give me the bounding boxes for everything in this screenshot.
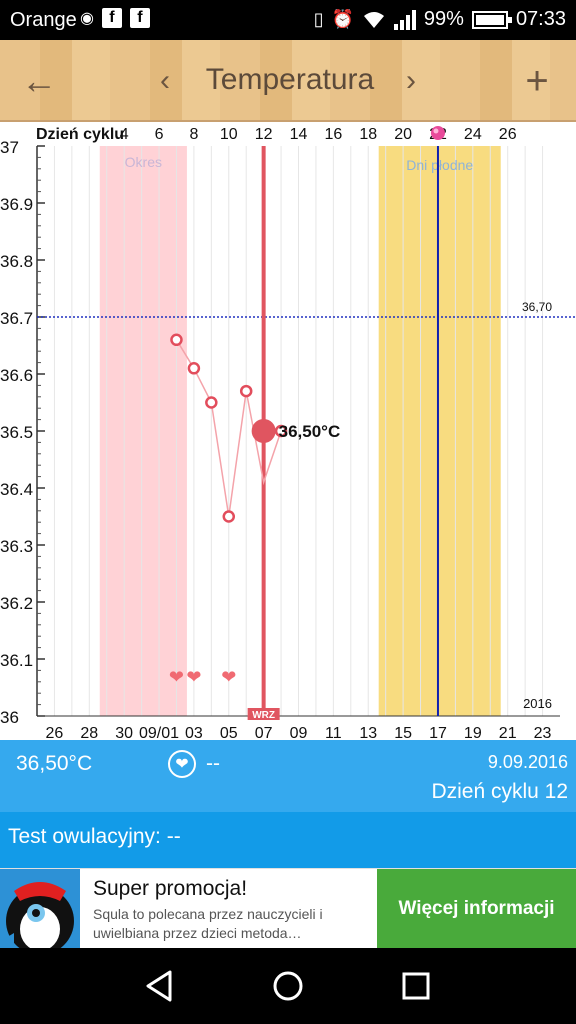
cycle-day: Dzień cyklu 12 [431,780,568,803]
period-label: Okres [125,154,162,170]
clock: 07:33 [515,8,566,30]
nav-back-icon[interactable] [140,966,180,1006]
selected-date: 9.09.2016 [487,752,568,772]
y-tick-label: 36.2 [0,594,33,613]
nav-home-icon[interactable] [268,966,308,1006]
y-tick-label: 36.8 [0,252,33,271]
temperature-point [222,510,236,523]
ad-logo-icon [0,869,80,949]
temperature-point [239,384,253,398]
date-tick-label: 28 [80,725,98,740]
chart-svg[interactable]: Okres Dni płodne 37 36.9 36.8 36.7 36.6 36.5 36.… [0,122,576,740]
intercourse-value: -- [206,752,220,775]
date-tick-label: 13 [359,725,377,740]
next-chevron-icon[interactable]: › [406,64,416,97]
page-title: Temperatura [205,63,375,96]
period-band [99,146,187,716]
cycle-tick-label: 26 [499,126,517,143]
previous-chevron-icon[interactable]: ‹ [160,64,170,97]
date-tick-label: 11 [325,725,342,740]
cycle-tick-label: 6 [155,126,164,143]
date-tick-label: 19 [464,725,482,740]
ad-more-info-button[interactable]: Więcej informacji [377,869,576,949]
fertile-band [378,146,501,716]
temperature-point [205,396,218,409]
fertile-label: Dni płodne [406,157,473,173]
alarm-icon: ⏰ [331,9,354,29]
cycle-tick-label: 4 [120,126,129,143]
carrier-name: Orange [10,9,77,31]
app-header: ← ‹ Temperatura › + [0,40,576,122]
cycle-tick-label: 20 [394,126,412,143]
heart-icon: ❤ [221,667,236,688]
date-tick-label: 09 [290,725,308,740]
cast-icon: ◉ [80,10,94,27]
selected-point-label: 36,50°C [279,422,341,441]
y-tick-label: 36.6 [0,366,33,385]
y-tick-label: 36 [0,708,19,727]
date-tick-label: 03 [185,725,203,740]
wifi-icon [363,11,384,28]
cycle-tick-label: 24 [464,126,482,143]
nav-recents-icon[interactable] [396,966,436,1006]
date-tick-label: 17 [429,725,447,740]
battery-icon [471,10,512,29]
date-tick-label: 07 [255,725,273,740]
add-icon[interactable]: + [525,59,549,103]
navigation-bar [0,948,576,1024]
vibrate-icon: ▯ [313,9,324,29]
year-label: 2016 [523,696,552,711]
ad-banner[interactable]: Super promocja! Squla to polecana przez … [0,868,576,949]
y-tick-label: 36.1 [0,651,33,670]
cycle-axis-label: Dzień cyklu [36,126,124,143]
ad-title: Super promocja! [93,877,248,900]
ovulation-icon-highlight [433,128,439,134]
back-arrow-icon[interactable]: ← [21,60,57,101]
temperature-point [187,362,201,375]
cycle-tick-label: 16 [324,126,342,143]
date-tick-label: 23 [534,725,552,740]
y-tick-label: 37 [0,138,19,157]
cycle-tick-label: 14 [290,126,308,143]
cycle-tick-label: 12 [255,126,273,143]
y-tick-label: 36.7 [0,309,33,328]
y-tick-label: 36.9 [0,195,33,214]
selected-point [251,419,276,443]
reference-label: 36,70 [522,300,552,314]
heart-icon[interactable]: ❤ [168,750,196,778]
cycle-tick-label: 10 [220,126,238,143]
facebook-icon: f [129,8,150,28]
date-tick-label: 26 [46,725,64,740]
info-band: 36,50°C ❤ -- 9.09.2016 Dzień cyklu 12 [0,740,576,812]
battery-percent: 99% [423,8,464,30]
cycle-tick-label: 18 [359,126,377,143]
date-tick-label: 15 [394,725,412,740]
date-tick-label: 05 [220,725,238,740]
heart-icon: ❤ [186,667,201,688]
signal-icon [393,9,416,30]
ovulation-icon [430,126,445,140]
selected-day-tag [247,708,280,720]
heart-icon: ❤ [169,667,184,688]
ad-description: Squla to polecana przez nauczycieli i uw… [93,906,323,941]
y-tick-label: 36.5 [0,423,33,442]
date-tick-label: 09/01 [139,725,179,740]
date-tick-label: 30 [115,725,133,740]
date-tick-label: 21 [499,725,517,740]
temperature-point [274,424,288,438]
ovulation-test-row[interactable]: Test owulacyjny: -- [0,812,576,868]
selected-day-tag-label: WRZ [252,710,275,721]
y-tick-label: 36.3 [0,537,33,556]
temperature-value: 36,50°C [16,752,93,775]
temperature-chart[interactable]: Okres Dni płodne 37 36.9 36.8 36.7 36.6 36.5 36.… [0,122,576,740]
cycle-tick-label: 8 [189,126,198,143]
y-tick-label: 36.4 [0,480,33,499]
facebook-icon: f [101,8,122,28]
status-bar: Orange ◉ f f ▯ ⏰ 99% 07:33 [0,0,576,40]
temperature-point [170,333,183,347]
